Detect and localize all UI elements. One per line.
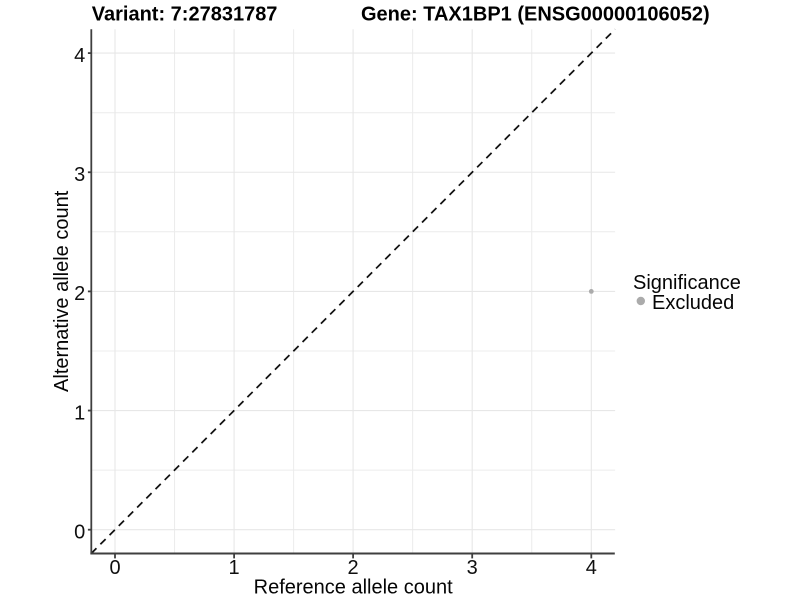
svg-text:Gene: TAX1BP1 (ENSG00000106052: Gene: TAX1BP1 (ENSG00000106052) [361,4,710,26]
svg-text:Excluded: Excluded [652,292,734,314]
svg-text:1: 1 [74,402,85,424]
svg-text:0: 0 [74,521,85,543]
svg-text:1: 1 [229,557,240,579]
svg-text:Alternative allele count: Alternative allele count [51,190,73,392]
svg-text:0: 0 [109,557,120,579]
svg-text:3: 3 [467,557,478,579]
svg-text:2: 2 [74,283,85,305]
svg-text:Reference allele count: Reference allele count [254,577,453,599]
svg-text:2: 2 [348,557,359,579]
svg-text:4: 4 [586,557,597,579]
svg-text:3: 3 [74,164,85,186]
svg-text:Variant: 7:27831787: Variant: 7:27831787 [92,4,278,26]
svg-text:Significance: Significance [633,272,741,294]
svg-text:4: 4 [74,45,85,67]
